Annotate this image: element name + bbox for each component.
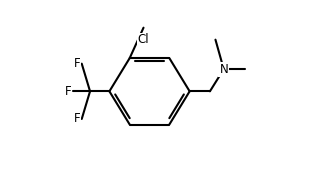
Text: F: F bbox=[74, 57, 81, 70]
Text: N: N bbox=[219, 63, 228, 76]
Text: F: F bbox=[65, 85, 72, 98]
Text: Cl: Cl bbox=[138, 33, 149, 46]
Text: F: F bbox=[74, 112, 81, 125]
